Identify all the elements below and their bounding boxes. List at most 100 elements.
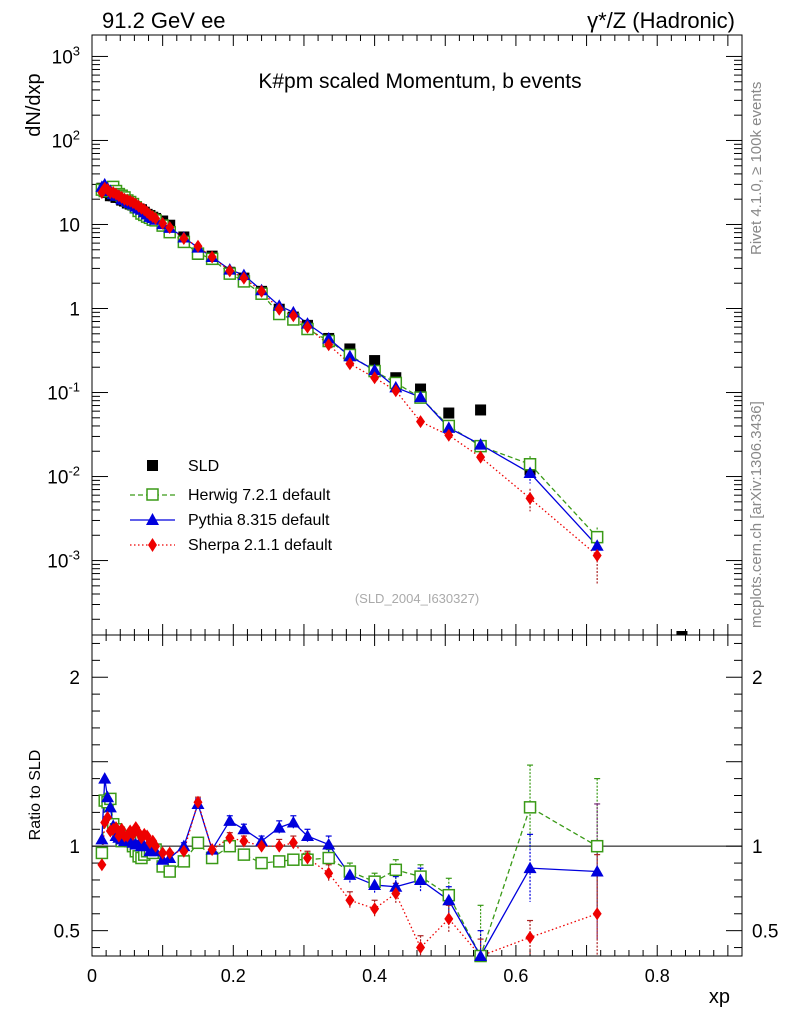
x-tick-label: 0.2 — [221, 966, 246, 986]
ratio-marker-sherpa — [193, 795, 203, 809]
header-right-label: γ*/Z (Hadronic) — [587, 8, 735, 33]
marker-sld — [475, 404, 487, 416]
marker-sherpa — [444, 428, 454, 442]
marker-sherpa — [476, 450, 486, 464]
rivet-version-label: Rivet 4.1.0, ≥ 100k events — [748, 82, 765, 255]
marker-sherpa — [193, 239, 203, 253]
marker-pythia — [414, 390, 428, 403]
ratio-marker-sherpa — [391, 886, 401, 900]
marker-sld — [369, 355, 381, 367]
ratio-marker-pythia — [389, 880, 403, 892]
y-tick-label-lower: 2 — [69, 668, 80, 689]
marker-sherpa — [158, 216, 168, 230]
legend: SLD Herwig 7.2.1 default Pythia 8.315 de… — [130, 458, 333, 554]
ratio-marker-sherpa — [370, 902, 380, 916]
marker-sld — [443, 407, 455, 419]
upper-series — [95, 177, 688, 635]
ratio-marker-pythia — [474, 949, 488, 961]
ratio-marker-pythia — [368, 878, 382, 891]
marker-sherpa — [207, 250, 217, 264]
ratio-marker-sherpa — [592, 907, 602, 921]
y-tick-label-upper: 103 — [52, 43, 80, 68]
ratio-marker-sherpa — [274, 839, 284, 853]
ratio-marker-sherpa — [151, 839, 161, 853]
ratio-marker-sherpa — [525, 930, 535, 944]
marker-pythia — [590, 539, 604, 551]
y-tick-label-upper: 10-1 — [47, 380, 80, 405]
ratio-marker-pythia — [286, 816, 300, 828]
marker-sherpa — [239, 271, 249, 285]
marker-sherpa — [416, 415, 426, 429]
ratio-marker-herwig — [191, 836, 205, 850]
ratio-marker-herwig — [255, 856, 268, 870]
axis-tick-labels: 0 0.2 0.4 0.6 0.8 10-3 10-2 10-1 1 10 102 103 0.5 0.5… — [47, 43, 778, 986]
ratio-marker-pythia — [95, 832, 109, 845]
ratio-marker-sherpa — [239, 834, 249, 848]
ratio-marker-herwig — [237, 848, 251, 861]
x-tick-label: 0.8 — [645, 966, 670, 986]
marker-sherpa — [391, 384, 401, 398]
watermark-label: (SLD_2004_I630327) — [355, 591, 479, 606]
axis-ticks — [91, 35, 742, 956]
marker-sherpa — [345, 357, 355, 371]
ratio-marker-herwig — [523, 801, 537, 814]
marker-sherpa — [165, 221, 175, 235]
ratio-marker-sherpa — [288, 836, 298, 850]
marker-sherpa — [592, 548, 602, 562]
y-axis-label-lower: Ratio to SLD — [27, 750, 44, 841]
ratio-marker-pythia — [343, 868, 357, 880]
ratio-marker-pythia — [322, 837, 336, 850]
ratio-marker-pythia — [237, 822, 251, 835]
marker-pythia — [523, 466, 537, 479]
legend-label-sld: SLD — [188, 458, 219, 475]
ratio-marker-sherpa — [416, 941, 426, 955]
marker-sherpa — [151, 211, 161, 225]
ratio-marker-herwig — [322, 851, 335, 865]
y-tick-label-lower: 0.5 — [54, 922, 80, 943]
marker-pythia — [368, 363, 382, 376]
ratio-marker-pythia — [442, 893, 456, 906]
header-left-label: 91.2 GeV ee — [102, 8, 226, 33]
x-tick-label: 0.6 — [503, 966, 528, 986]
lower-panel-frame — [91, 634, 743, 957]
y-tick-label-lower-right: 0.5 — [752, 922, 778, 943]
marker-sherpa — [302, 320, 312, 334]
y-tick-label-upper: 10-3 — [47, 548, 80, 573]
marker-pythia — [343, 349, 357, 362]
legend-marker-pythia — [146, 513, 159, 525]
lower-series — [95, 764, 604, 963]
marker-pythia — [322, 331, 336, 344]
ratio-marker-sherpa — [345, 893, 355, 907]
ratio-marker-sherpa — [225, 831, 235, 845]
ratio-marker-herwig — [95, 846, 109, 860]
ratio-marker-pythia — [272, 821, 286, 833]
x-tick-label: 0 — [87, 966, 97, 986]
ratio-marker-herwig — [272, 855, 286, 868]
legend-label-herwig: Herwig 7.2.1 default — [188, 487, 331, 504]
y-tick-label-upper: 1 — [69, 300, 80, 321]
x-tick-label: 0.4 — [362, 966, 387, 986]
legend-marker-sld — [147, 460, 158, 471]
marker-pythia — [442, 421, 456, 433]
marker-sherpa — [179, 232, 189, 246]
legend-label-sherpa: Sherpa 2.1.1 default — [188, 537, 333, 554]
ratio-marker-pythia — [103, 800, 117, 813]
ratio-marker-sherpa — [103, 810, 113, 824]
y-tick-label-lower: 1 — [69, 837, 80, 858]
ratio-marker-pythia — [590, 865, 604, 877]
marker-sherpa — [257, 284, 267, 298]
legend-marker-sherpa — [148, 538, 157, 552]
ratio-marker-pythia — [414, 873, 428, 885]
ratio-marker-sherpa — [207, 843, 217, 857]
marker-sld — [415, 383, 427, 395]
marker-sherpa — [324, 338, 334, 352]
series-line-sherpa — [101, 187, 598, 556]
marker-sherpa — [288, 309, 298, 323]
legend-marker-herwig — [146, 488, 159, 501]
ratio-marker-pythia — [101, 790, 115, 803]
ratio-marker-sherpa — [444, 912, 454, 926]
y-tick-label-upper: 10 — [59, 215, 80, 236]
ratio-marker-sherpa — [158, 846, 168, 860]
ratio-marker-pythia — [523, 861, 537, 874]
